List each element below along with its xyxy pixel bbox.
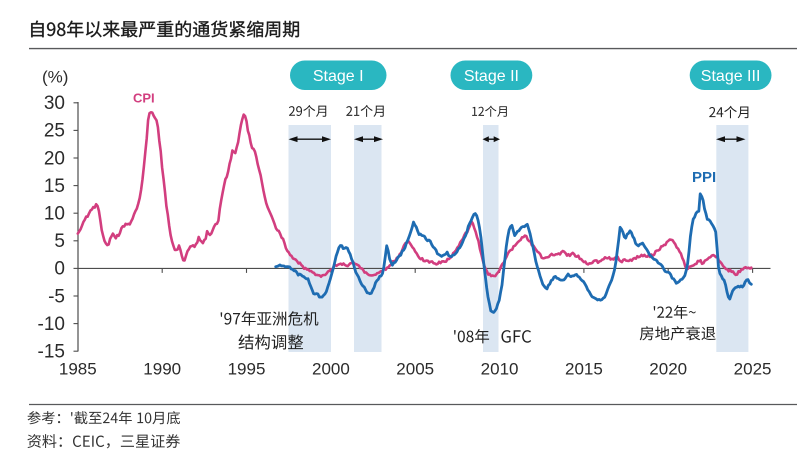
svg-text:25: 25 [44, 121, 65, 142]
svg-text:1985: 1985 [59, 360, 97, 379]
svg-text:Stage II: Stage II [464, 68, 519, 85]
svg-text:5: 5 [54, 231, 65, 252]
svg-text:2025: 2025 [734, 360, 772, 379]
svg-text:(%): (%) [42, 68, 68, 87]
svg-text:2015: 2015 [565, 360, 603, 379]
svg-text:1995: 1995 [228, 360, 266, 379]
svg-text:PPI: PPI [692, 169, 716, 186]
svg-text:2010: 2010 [481, 360, 519, 379]
svg-text:-15: -15 [38, 342, 65, 363]
svg-text:2020: 2020 [649, 360, 687, 379]
svg-text:10: 10 [44, 204, 65, 225]
svg-text:20: 20 [44, 148, 65, 169]
svg-text:-5: -5 [48, 286, 65, 307]
svg-text:2000: 2000 [312, 360, 350, 379]
svg-text:1990: 1990 [143, 360, 181, 379]
svg-text:30: 30 [44, 93, 65, 114]
svg-text:CPI: CPI [133, 90, 155, 105]
svg-text:0: 0 [54, 259, 65, 280]
svg-text:15: 15 [44, 176, 65, 197]
svg-text:2005: 2005 [396, 360, 434, 379]
svg-text:Stage I: Stage I [313, 68, 364, 85]
svg-text:-10: -10 [38, 314, 65, 335]
svg-text:Stage III: Stage III [701, 68, 761, 85]
